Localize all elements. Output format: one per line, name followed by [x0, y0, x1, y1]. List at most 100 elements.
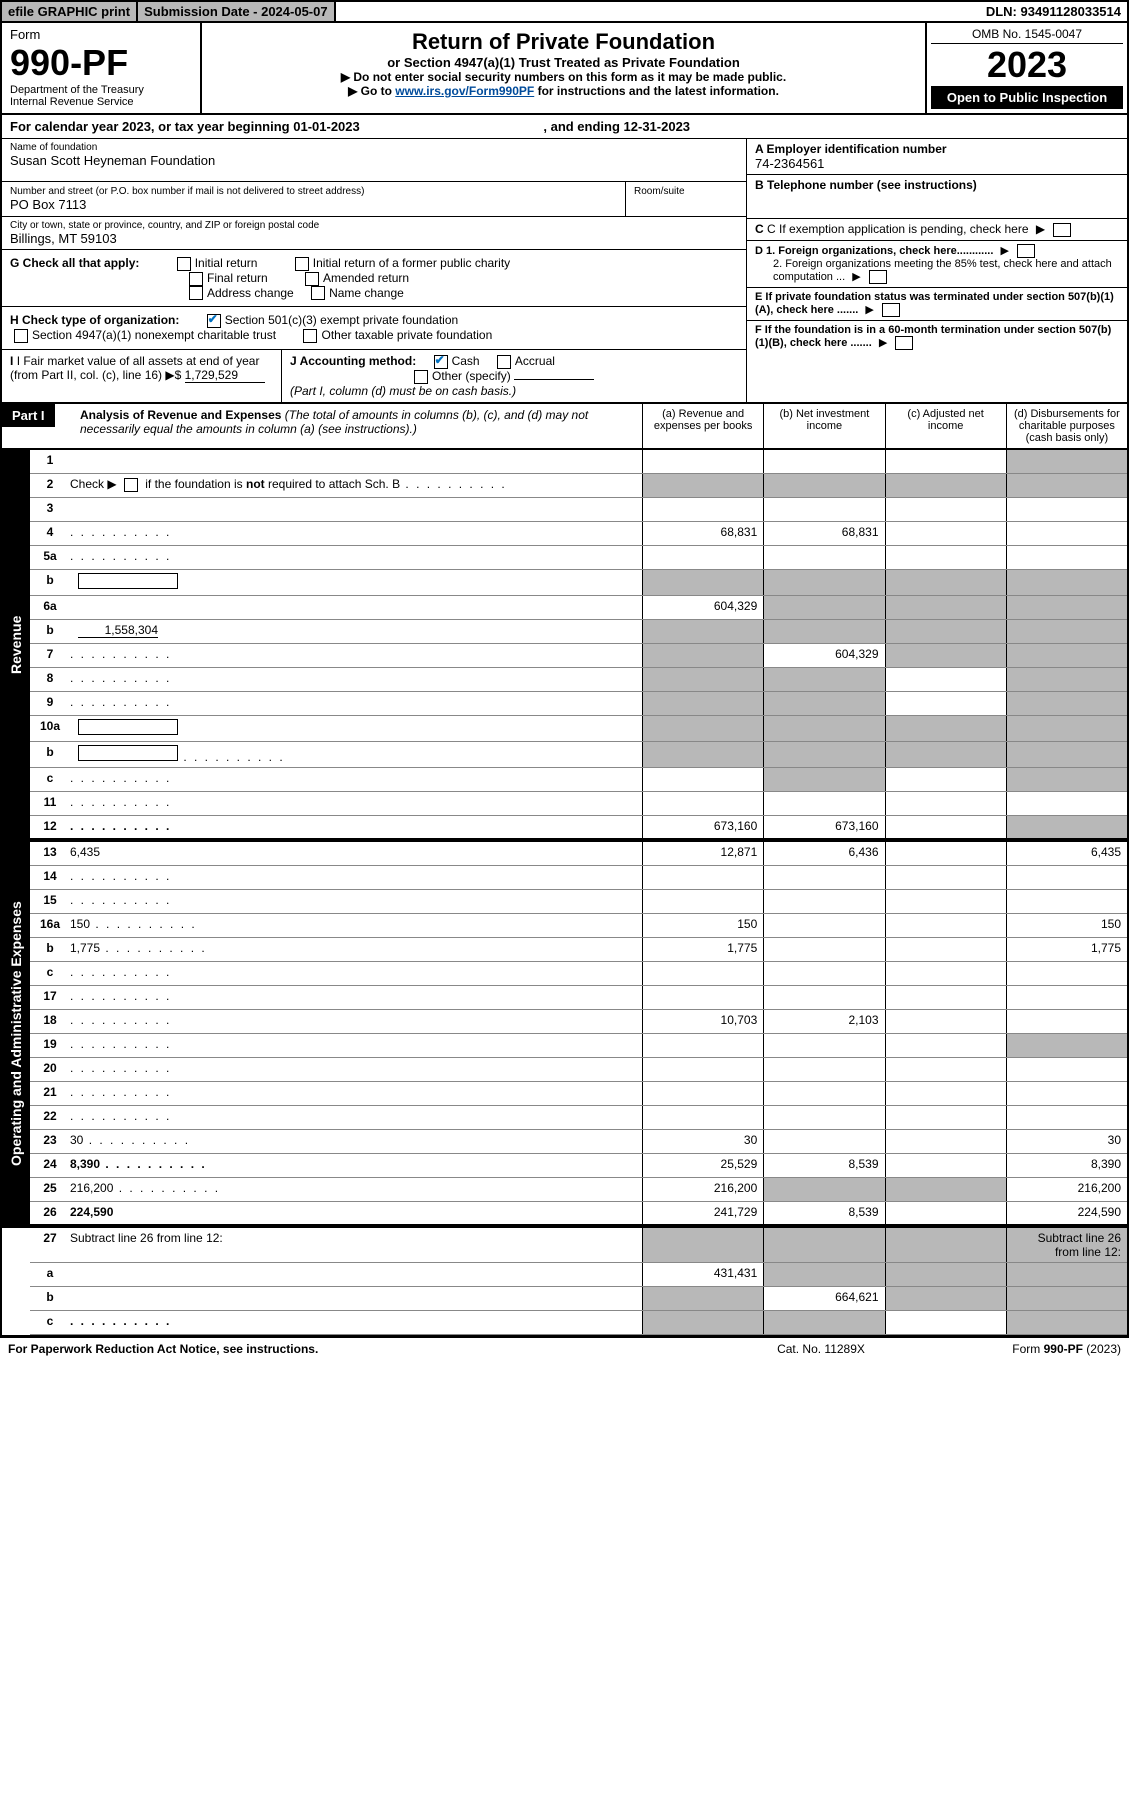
- line-8: 8: [30, 668, 1127, 692]
- cell-7-a: [642, 644, 763, 667]
- form-number: 990-PF: [10, 42, 192, 84]
- section-h: H Check type of organization: Section 50…: [2, 307, 746, 350]
- cell-19-a: [642, 1034, 763, 1057]
- cell-24-d: 8,390: [1006, 1154, 1127, 1177]
- cell-b-d: [1006, 620, 1127, 643]
- cell-2-a: [642, 474, 763, 497]
- cb-other-method[interactable]: [414, 370, 428, 384]
- cell-c-d: [1006, 1311, 1127, 1334]
- room-label: Room/suite: [634, 186, 738, 197]
- cell-26-c: [885, 1202, 1006, 1224]
- cell-20-a: [642, 1058, 763, 1081]
- dept-treasury: Department of the Treasury: [10, 84, 192, 96]
- cell-b-c: [885, 938, 1006, 961]
- line-1: 1: [30, 450, 1127, 474]
- cell-14-b: [763, 866, 884, 889]
- cb-initial-return[interactable]: [177, 257, 191, 271]
- cell-c-c: [885, 1311, 1006, 1334]
- cell-22-b: [763, 1106, 884, 1129]
- line-b: b1,7751,7751,775: [30, 938, 1127, 962]
- paperwork-notice: For Paperwork Reduction Act Notice, see …: [8, 1342, 721, 1356]
- cell-1-d: [1006, 450, 1127, 473]
- cell-11-d: [1006, 792, 1127, 815]
- col-d-header: (d) Disbursements for charitable purpose…: [1006, 404, 1127, 448]
- cb-address-change[interactable]: [189, 286, 203, 300]
- line-18: 1810,7032,103: [30, 1010, 1127, 1034]
- cell-17-c: [885, 986, 1006, 1009]
- cell-c-d: [1006, 768, 1127, 791]
- cell-20-d: [1006, 1058, 1127, 1081]
- cell-12-d: [1006, 816, 1127, 838]
- cell-16a-a: 150: [642, 914, 763, 937]
- line-26: 26224,590241,7298,539224,590: [30, 1202, 1127, 1226]
- cell-9-d: [1006, 692, 1127, 715]
- cell-27-d: Subtract line 26 from line 12:: [1006, 1228, 1127, 1262]
- cb-exemption-pending[interactable]: [1053, 223, 1071, 237]
- cell-11-c: [885, 792, 1006, 815]
- top-bar: efile GRAPHIC print Submission Date - 20…: [0, 0, 1129, 23]
- cell-c-b: [763, 1311, 884, 1334]
- line-c: c: [30, 1311, 1127, 1335]
- cell-6a-b: [763, 596, 884, 619]
- cell-25-b: [763, 1178, 884, 1201]
- expenses-side-label: Operating and Administrative Expenses: [2, 842, 30, 1226]
- line-b: b1,558,304: [30, 620, 1127, 644]
- cb-cash[interactable]: [434, 355, 448, 369]
- cb-501c3[interactable]: [207, 314, 221, 328]
- cb-4947a1[interactable]: [14, 329, 28, 343]
- cb-accrual[interactable]: [497, 355, 511, 369]
- line-16a: 16a150150150: [30, 914, 1127, 938]
- cb-initial-former[interactable]: [295, 257, 309, 271]
- cb-other-taxable[interactable]: [303, 329, 317, 343]
- efile-label[interactable]: efile GRAPHIC print: [2, 2, 138, 21]
- cb-final-return[interactable]: [189, 272, 203, 286]
- cell-12-b: 673,160: [763, 816, 884, 838]
- revenue-section: Revenue 12Check ▶ if the foundation is n…: [0, 450, 1129, 842]
- line-a: a431,431: [30, 1263, 1127, 1287]
- cell-18-a: 10,703: [642, 1010, 763, 1033]
- cell-12-c: [885, 816, 1006, 838]
- cell-b-b: [763, 742, 884, 767]
- cell-22-d: [1006, 1106, 1127, 1129]
- part1-header: Part I Analysis of Revenue and Expenses …: [0, 404, 1129, 450]
- cell-b-c: [885, 620, 1006, 643]
- line-c: c: [30, 768, 1127, 792]
- line-5a: 5a: [30, 546, 1127, 570]
- cb-name-change[interactable]: [311, 286, 325, 300]
- line-12: 12673,160673,160: [30, 816, 1127, 840]
- line-15: 15: [30, 890, 1127, 914]
- cell-10a-d: [1006, 716, 1127, 741]
- cell-5a-c: [885, 546, 1006, 569]
- cell-3-c: [885, 498, 1006, 521]
- cell-3-a: [642, 498, 763, 521]
- cell-a-a: 431,431: [642, 1263, 763, 1286]
- cell-21-a: [642, 1082, 763, 1105]
- line-b: b664,621: [30, 1287, 1127, 1311]
- cell-a-d: [1006, 1263, 1127, 1286]
- cell-b-c: [885, 742, 1006, 767]
- cb-foreign-org[interactable]: [1017, 244, 1035, 258]
- cell-25-a: 216,200: [642, 1178, 763, 1201]
- cb-60-month[interactable]: [895, 336, 913, 350]
- cell-c-a: [642, 768, 763, 791]
- cell-9-a: [642, 692, 763, 715]
- cell-26-d: 224,590: [1006, 1202, 1127, 1224]
- cb-amended-return[interactable]: [305, 272, 319, 286]
- info-grid: Name of foundation Susan Scott Heyneman …: [0, 139, 1129, 404]
- line-21: 21: [30, 1082, 1127, 1106]
- cb-status-terminated[interactable]: [882, 303, 900, 317]
- foundation-name: Susan Scott Heyneman Foundation: [10, 153, 738, 168]
- cb-85-test[interactable]: [869, 270, 887, 284]
- line-b: b: [30, 570, 1127, 596]
- cell-15-b: [763, 890, 884, 913]
- line-22: 22: [30, 1106, 1127, 1130]
- cell-a-c: [885, 1263, 1006, 1286]
- cell-26-a: 241,729: [642, 1202, 763, 1224]
- section-g: G Check all that apply: Initial return I…: [2, 250, 746, 307]
- cell-18-b: 2,103: [763, 1010, 884, 1033]
- line-10a: 10a: [30, 716, 1127, 742]
- instruction-2: ▶ Go to www.irs.gov/Form990PF for instru…: [208, 84, 919, 98]
- line-23: 23303030: [30, 1130, 1127, 1154]
- irs-link[interactable]: www.irs.gov/Form990PF: [395, 84, 534, 98]
- cell-6a-c: [885, 596, 1006, 619]
